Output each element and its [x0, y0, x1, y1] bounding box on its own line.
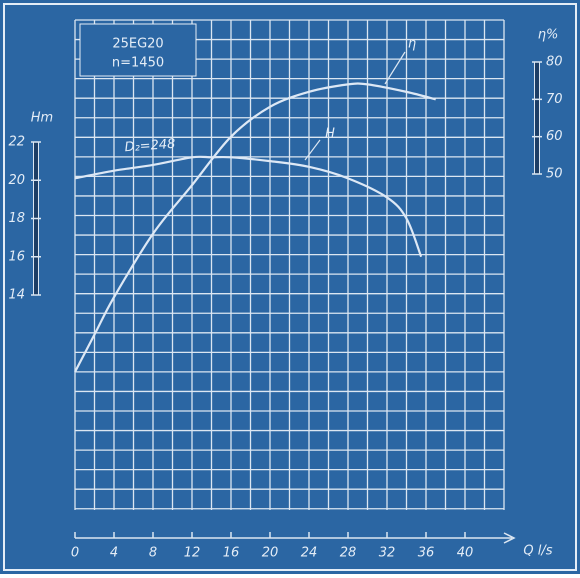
y-tick-label: 16 [8, 249, 25, 264]
x-tick-label: 28 [340, 546, 357, 561]
pump-model: 25EG20 [112, 37, 163, 52]
x-tick-label: 24 [301, 546, 318, 561]
x-tick-label: 0 [71, 546, 79, 561]
y2-tick-label: 60 [546, 129, 563, 144]
x-tick-label: 20 [262, 546, 279, 561]
series-label: η [408, 37, 416, 52]
curve [74, 82, 437, 373]
x-tick-label: 8 [149, 546, 157, 561]
y-tick-label: 18 [8, 211, 25, 226]
x-tick-label: 32 [379, 546, 396, 561]
y2-tick-label: 50 [546, 167, 563, 182]
x-tick-label: 40 [457, 546, 474, 561]
y-tick-label: 14 [8, 288, 25, 303]
y2-tick-label: 70 [546, 92, 563, 107]
x-axis-label: Q l/s [523, 544, 552, 559]
frame [3, 3, 577, 571]
y2-axis-label: η% [538, 28, 559, 43]
info-box [79, 23, 197, 77]
grid [74, 19, 505, 510]
impeller-diameter: D₂=248 [124, 137, 176, 156]
y-tick-label: 20 [8, 173, 25, 188]
x-axis-arrow [503, 532, 516, 544]
series-label-leader [304, 139, 321, 161]
x-tick-label: 4 [110, 546, 118, 561]
series-label: H [325, 127, 335, 142]
y-axis-label: Hm [31, 111, 53, 126]
y-tick-label: 22 [8, 135, 25, 150]
axis-bar [534, 61, 540, 175]
x-tick-label: 36 [418, 546, 435, 561]
series-label-leader [384, 51, 406, 85]
speed: n=1450 [112, 56, 164, 71]
y2-tick-label: 80 [546, 55, 563, 70]
x-tick-label: 12 [184, 546, 201, 561]
curve [74, 155, 423, 258]
x-tick-label: 16 [223, 546, 240, 561]
